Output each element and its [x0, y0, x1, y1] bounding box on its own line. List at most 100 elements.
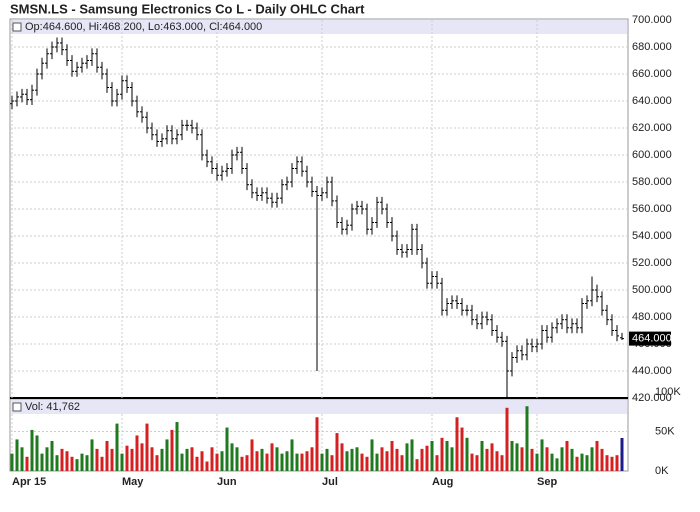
- volume-bar: [85, 455, 89, 471]
- volume-bar: [115, 423, 119, 471]
- volume-bar: [515, 443, 519, 471]
- volume-bar: [365, 456, 369, 471]
- volume-bar: [540, 439, 544, 471]
- volume-bar: [180, 453, 184, 471]
- volume-bar: [495, 451, 499, 471]
- volume-bar: [325, 448, 329, 471]
- x-tick-label: Sep: [537, 476, 557, 488]
- y-tick-label: 520.000: [632, 257, 672, 269]
- volume-bar: [345, 451, 349, 471]
- volume-bar: [90, 439, 94, 471]
- volume-bar: [620, 438, 624, 471]
- volume-bar: [70, 456, 74, 471]
- volume-bar: [300, 453, 304, 471]
- volume-bar: [230, 443, 234, 471]
- y2-tick-label: 0K: [655, 465, 669, 477]
- volume-bar: [190, 447, 194, 471]
- volume-bar: [255, 451, 259, 471]
- y-tick-label: 480.000: [632, 311, 672, 323]
- volume-bar: [60, 448, 64, 471]
- volume-icon: [12, 402, 22, 412]
- volume-bar: [500, 455, 504, 471]
- volume-bar: [310, 447, 314, 471]
- volume-bar: [135, 435, 139, 471]
- volume-bar: [505, 407, 509, 471]
- y-tick-label: 600.000: [632, 149, 672, 161]
- volume-bar: [455, 417, 459, 471]
- volume-bar: [15, 439, 19, 471]
- volume-bar: [280, 453, 284, 471]
- volume-bar: [360, 453, 364, 471]
- volume-bar: [260, 448, 264, 471]
- last-price-box: [629, 331, 671, 346]
- volume-bar: [150, 447, 154, 471]
- volume-bar: [25, 456, 29, 471]
- volume-bar: [270, 443, 274, 471]
- volume-bar: [175, 422, 179, 471]
- volume-bar: [470, 453, 474, 471]
- volume-bar: [390, 440, 394, 471]
- volume-bar: [575, 456, 579, 471]
- volume-bar: [330, 455, 334, 471]
- volume-bar: [165, 439, 169, 471]
- volume-bar: [435, 455, 439, 471]
- volume-bar: [235, 447, 239, 471]
- x-tick-label: Jul: [322, 476, 338, 488]
- volume-bar: [405, 443, 409, 471]
- volume-bar: [50, 440, 54, 471]
- grid: [10, 20, 628, 471]
- volume-bar: [415, 459, 419, 471]
- volume-bar: [195, 456, 199, 471]
- volume-bar: [350, 448, 354, 471]
- volume-bar: [305, 451, 309, 471]
- volume-bar: [225, 427, 229, 471]
- volume-bar: [335, 433, 339, 471]
- volume-bar: [100, 456, 104, 471]
- volume-bar: [560, 447, 564, 471]
- volume-bar: [45, 447, 49, 471]
- volume-bar: [550, 453, 554, 471]
- volume-bar: [445, 440, 449, 471]
- volume-bar: [440, 437, 444, 471]
- volume-bar: [185, 448, 189, 471]
- volume-bar: [610, 456, 614, 471]
- y-tick-label: 700.000: [632, 14, 672, 26]
- y-tick-label: 660.000: [632, 68, 672, 80]
- volume-strip: [11, 400, 627, 414]
- volume-bar: [205, 461, 209, 471]
- volume-bar: [520, 447, 524, 471]
- y2-tick-label: 100K: [655, 386, 681, 398]
- volume-bar: [380, 447, 384, 471]
- volume-bar: [570, 448, 574, 471]
- x-tick-label: Apr 15: [12, 476, 46, 488]
- y-tick-label: 640.000: [632, 95, 672, 107]
- volume-bar: [490, 443, 494, 471]
- y-tick-label: 620.000: [632, 122, 672, 134]
- volume-bar: [395, 448, 399, 471]
- volume-bar: [320, 453, 324, 471]
- volume-bar: [220, 451, 224, 471]
- volume-bar: [30, 429, 34, 471]
- volume-bar: [565, 440, 569, 471]
- volume-bar: [35, 435, 39, 471]
- info-strip: [11, 20, 627, 34]
- volume-bar: [425, 445, 429, 471]
- info-icon: [12, 22, 22, 32]
- volume-bar: [200, 451, 204, 471]
- y2-tick-label: 50K: [655, 425, 675, 437]
- volume-bar: [250, 439, 254, 471]
- volume-bar: [605, 455, 609, 471]
- volume-bar: [450, 447, 454, 471]
- y-tick-label: 680.000: [632, 41, 672, 53]
- x-tick-label: May: [122, 476, 144, 488]
- volume-bar: [75, 459, 79, 471]
- volume-bar: [275, 447, 279, 471]
- plot-layer: 420.000440.000460.000480.000500.000520.0…: [10, 14, 681, 488]
- volume-bar: [120, 453, 124, 471]
- volume-bar: [215, 453, 219, 471]
- volume-bar: [475, 455, 479, 471]
- volume-bar: [580, 453, 584, 471]
- volume-bar: [160, 448, 164, 471]
- volume-bar: [420, 448, 424, 471]
